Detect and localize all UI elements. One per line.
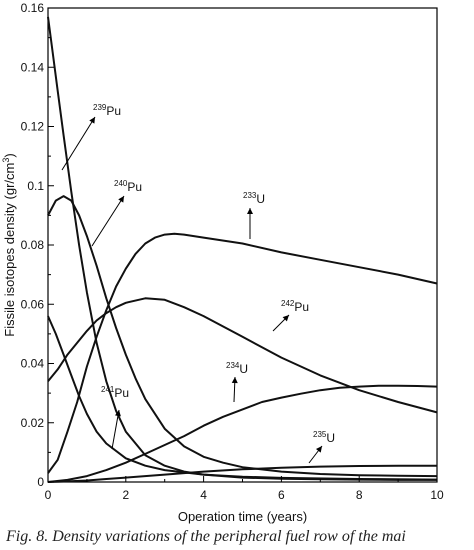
figure-caption: Fig. 8. Density variations of the periph… xyxy=(6,528,406,545)
x-tick-label: 4 xyxy=(200,488,207,502)
y-tick-label: 0.16 xyxy=(21,1,45,15)
isotope-label-240pu: 240Pu xyxy=(114,179,142,194)
annotation-arrow-head xyxy=(231,377,238,384)
y-tick-label: 0.08 xyxy=(21,238,45,252)
x-tick-label: 10 xyxy=(430,488,444,502)
y-tick-label: 0.12 xyxy=(21,120,45,134)
annotation-arrow-line xyxy=(111,409,120,450)
y-axis-title-sup: 3 xyxy=(1,158,11,163)
x-axis-title: Operation time (years) xyxy=(178,509,307,524)
annotation-arrow-head xyxy=(114,410,121,417)
isotope-label-233u: 233U xyxy=(243,191,265,206)
series-line-234U xyxy=(47,384,438,483)
y-tick-label: 0.14 xyxy=(21,60,45,74)
y-tick-label: 0.1 xyxy=(27,179,44,193)
annotation-arrow-head xyxy=(315,446,322,453)
y-axis-title-close: ) xyxy=(2,153,17,157)
y-axis-title: Fissile isotopes density (gr/cm3) xyxy=(1,153,17,336)
series-line-240Pu xyxy=(47,195,438,478)
series-line-241Pu xyxy=(47,315,438,481)
series-layer xyxy=(47,16,438,483)
tick-layer: 0 2 4 6 8 10 0 0.02 0.04 0.06 0.08 0.1 0.12 0.14 0.16 xyxy=(21,1,444,502)
isotope-label-239pu: 239Pu xyxy=(93,103,121,118)
chart: 239Pu 240Pu 233U 242Pu 234U 241Pu 235U 0 2 4 6 8 10… xyxy=(1,1,444,524)
plot-area-border xyxy=(47,7,438,483)
annotation-arrow-head xyxy=(89,117,95,124)
series-line-242Pu xyxy=(47,297,438,414)
annotation-arrow-head xyxy=(247,208,253,214)
x-tick-label: 8 xyxy=(356,488,363,502)
annotation-arrow-head xyxy=(118,196,124,203)
annotation-arrow-line xyxy=(91,195,125,247)
annotation-arrow-line xyxy=(61,116,96,171)
isotope-label-234u: 234U xyxy=(226,361,248,376)
x-tick-label: 6 xyxy=(278,488,285,502)
y-tick-label: 0.04 xyxy=(21,357,45,371)
y-tick-label: 0.06 xyxy=(21,297,45,311)
isotope-label-241pu: 241Pu xyxy=(101,385,129,400)
x-tick-label: 2 xyxy=(122,488,129,502)
y-axis-title-text: Fissile isotopes density (gr/cm xyxy=(2,163,17,337)
series-line-233U xyxy=(47,232,438,474)
isotope-label-242pu: 242Pu xyxy=(281,299,309,314)
y-tick-label: 0 xyxy=(37,475,44,489)
x-tick-label: 0 xyxy=(45,488,52,502)
annotation-layer: 239Pu 240Pu 233U 242Pu 234U 241Pu 235U xyxy=(61,103,335,464)
y-tick-label: 0.02 xyxy=(21,416,45,430)
annotation-arrow-head xyxy=(282,315,289,322)
isotope-label-235u: 235U xyxy=(313,430,335,445)
plot-frame xyxy=(47,7,438,483)
